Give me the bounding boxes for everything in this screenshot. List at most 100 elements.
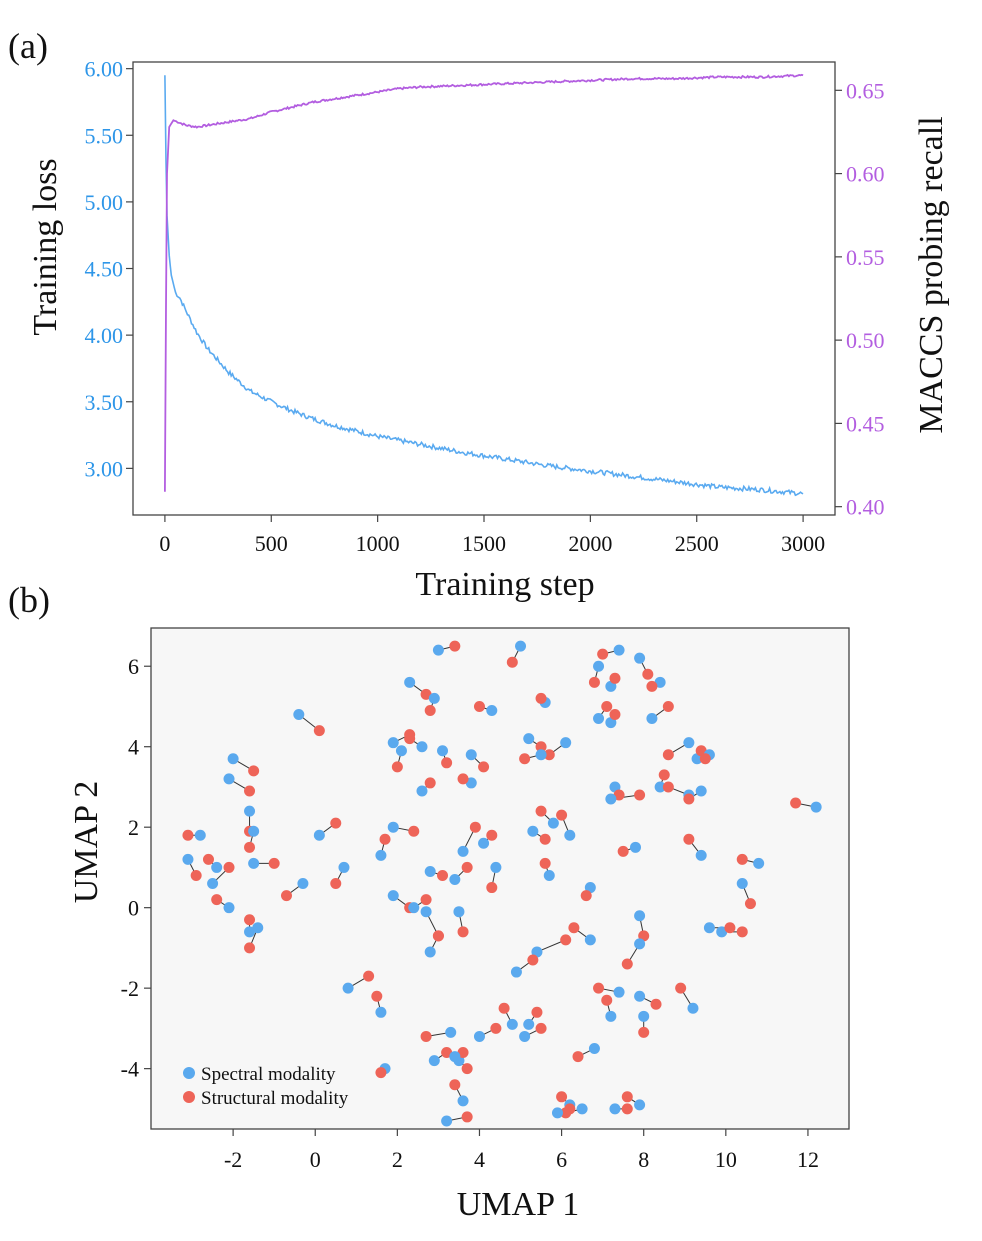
structural-point	[432, 930, 444, 942]
spectral-point	[588, 1043, 600, 1055]
structural-point	[449, 640, 461, 652]
structural-point	[535, 692, 547, 704]
panel-a-left-y-axis-title: Training loss	[27, 158, 64, 335]
panel-a-left-y-ticks: 3.00 3.50 4.00 4.50 5.00 5.50 6.00	[85, 57, 133, 481]
spectral-point	[486, 704, 498, 716]
structural-point	[408, 825, 420, 837]
structural-point	[539, 833, 551, 845]
structural-point	[535, 805, 547, 817]
spectral-point	[527, 825, 539, 837]
spectral-point	[593, 713, 605, 725]
structural-point	[244, 841, 256, 853]
structural-point	[498, 1002, 510, 1014]
spectral-point	[313, 829, 325, 841]
structural-point	[519, 753, 531, 765]
spectral-point	[695, 785, 707, 797]
spectral-point	[634, 938, 646, 950]
structural-point	[375, 1067, 387, 1079]
spectral-point	[634, 1099, 646, 1111]
right-y-tick-label: 0.45	[846, 411, 885, 436]
structural-point	[621, 1103, 633, 1115]
structural-point	[363, 970, 375, 982]
structural-point	[736, 926, 748, 938]
spectral-point	[252, 922, 264, 934]
spectral-point	[408, 902, 420, 914]
spectral-point	[416, 741, 428, 753]
spectral-point	[428, 692, 440, 704]
spectral-point	[248, 825, 260, 837]
spectral-point	[420, 906, 432, 918]
structural-point	[683, 793, 695, 805]
structural-point	[223, 861, 235, 873]
structural-point	[441, 1047, 453, 1059]
structural-point	[646, 680, 658, 692]
legend-spectral-marker	[183, 1067, 195, 1079]
spectral-point	[453, 906, 465, 918]
structural-point	[613, 789, 625, 801]
x-tick-label: 1000	[356, 531, 400, 556]
spectral-point	[387, 737, 399, 749]
spectral-point	[613, 644, 625, 656]
spectral-point	[490, 861, 502, 873]
structural-point	[609, 709, 621, 721]
spectral-point	[736, 878, 748, 890]
spectral-point	[441, 1115, 453, 1127]
spectral-point	[634, 910, 646, 922]
structural-point	[543, 749, 555, 761]
spectral-point	[646, 713, 658, 725]
spectral-point	[207, 878, 219, 890]
spectral-point	[428, 1055, 440, 1067]
spectral-point	[523, 733, 535, 745]
structural-point	[617, 845, 629, 857]
structural-point	[560, 934, 572, 946]
spectral-point	[634, 652, 646, 664]
spectral-point	[551, 1107, 563, 1119]
spectral-point	[605, 793, 617, 805]
spectral-point	[638, 1010, 650, 1022]
structural-point	[790, 797, 802, 809]
x-tick-label: 6	[556, 1147, 567, 1172]
spectral-point	[753, 857, 765, 869]
panel-a-right-y-ticks: 0.40 0.45 0.50 0.55 0.60 0.65	[835, 78, 885, 520]
spectral-point	[629, 841, 641, 853]
panel-a-series	[164, 73, 804, 497]
spectral-point	[457, 1095, 469, 1107]
structural-point	[601, 700, 613, 712]
spectral-point	[654, 781, 666, 793]
structural-point	[404, 733, 416, 745]
structural-point	[621, 1091, 633, 1103]
structural-point	[190, 869, 202, 881]
spectral-point	[375, 849, 387, 861]
spectral-point	[564, 829, 576, 841]
y-tick-label: 6	[128, 654, 139, 679]
structural-point	[424, 777, 436, 789]
structural-point	[280, 890, 292, 902]
structural-point	[527, 954, 539, 966]
spectral-point	[478, 837, 490, 849]
x-tick-label: 1500	[462, 531, 506, 556]
structural-point	[662, 749, 674, 761]
x-tick-label: 10	[715, 1147, 737, 1172]
structural-point	[268, 857, 280, 869]
structural-point	[683, 833, 695, 845]
spectral-point	[223, 773, 235, 785]
panel-b-x-ticks: -2 0 2 4 6 8 10 12	[224, 1129, 819, 1172]
spectral-point	[605, 1010, 617, 1022]
structural-point	[330, 878, 342, 890]
spectral-point	[387, 821, 399, 833]
maccs-recall-line	[164, 73, 804, 492]
structural-point	[621, 958, 633, 970]
structural-point	[371, 990, 383, 1002]
panel-b-frame	[150, 627, 850, 1130]
structural-point	[469, 821, 481, 833]
left-y-tick-label: 5.00	[85, 190, 124, 215]
left-y-tick-label: 4.00	[85, 323, 124, 348]
structural-point	[744, 898, 756, 910]
structural-point	[531, 1006, 543, 1018]
spectral-point	[523, 1018, 535, 1030]
panel-a-right-y-axis-title: MACCS probing recall	[913, 116, 950, 433]
structural-point	[486, 882, 498, 894]
x-tick-label: 12	[797, 1147, 819, 1172]
spectral-point	[560, 737, 572, 749]
structural-point	[424, 704, 436, 716]
